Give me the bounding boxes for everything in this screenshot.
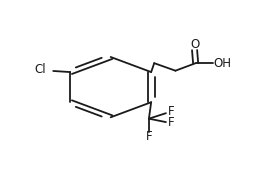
Text: Cl: Cl — [34, 63, 46, 76]
Text: OH: OH — [214, 57, 232, 70]
Text: F: F — [168, 116, 174, 129]
Text: O: O — [190, 38, 199, 51]
Text: F: F — [168, 105, 174, 118]
Text: F: F — [145, 130, 152, 143]
